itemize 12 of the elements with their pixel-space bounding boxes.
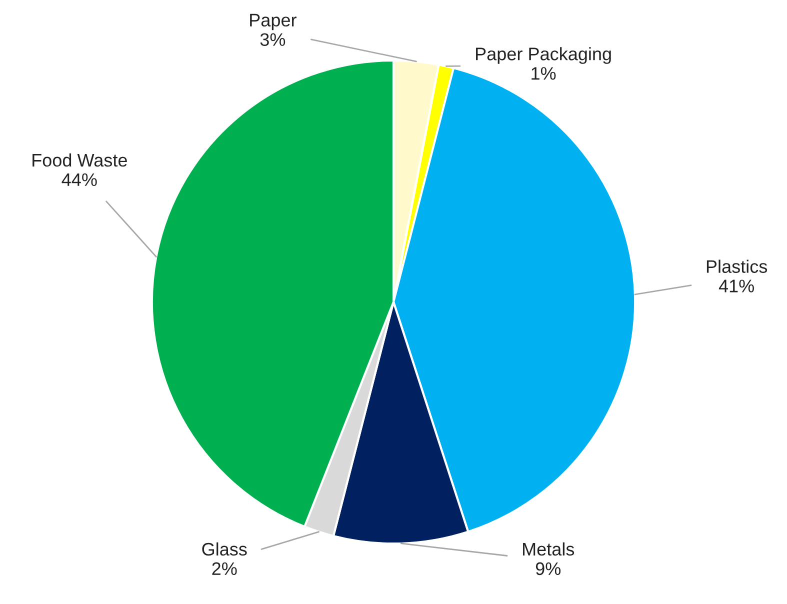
data-label: 41%: [718, 280, 754, 292]
slice-label: Plastics: [706, 260, 768, 273]
slice-label: Paper Packaging: [476, 47, 611, 64]
slice-label: Food Waste: [32, 153, 127, 167]
slice-label: Glass: [202, 542, 247, 556]
slice-label: Paper: [250, 14, 296, 30]
data-label: 2%: [212, 562, 237, 576]
data-label: 1%: [532, 67, 556, 80]
slice-label: Metals: [523, 542, 574, 556]
data-label: 44%: [62, 173, 97, 186]
data-label: 9%: [536, 562, 561, 576]
data-label: 3%: [260, 33, 286, 46]
